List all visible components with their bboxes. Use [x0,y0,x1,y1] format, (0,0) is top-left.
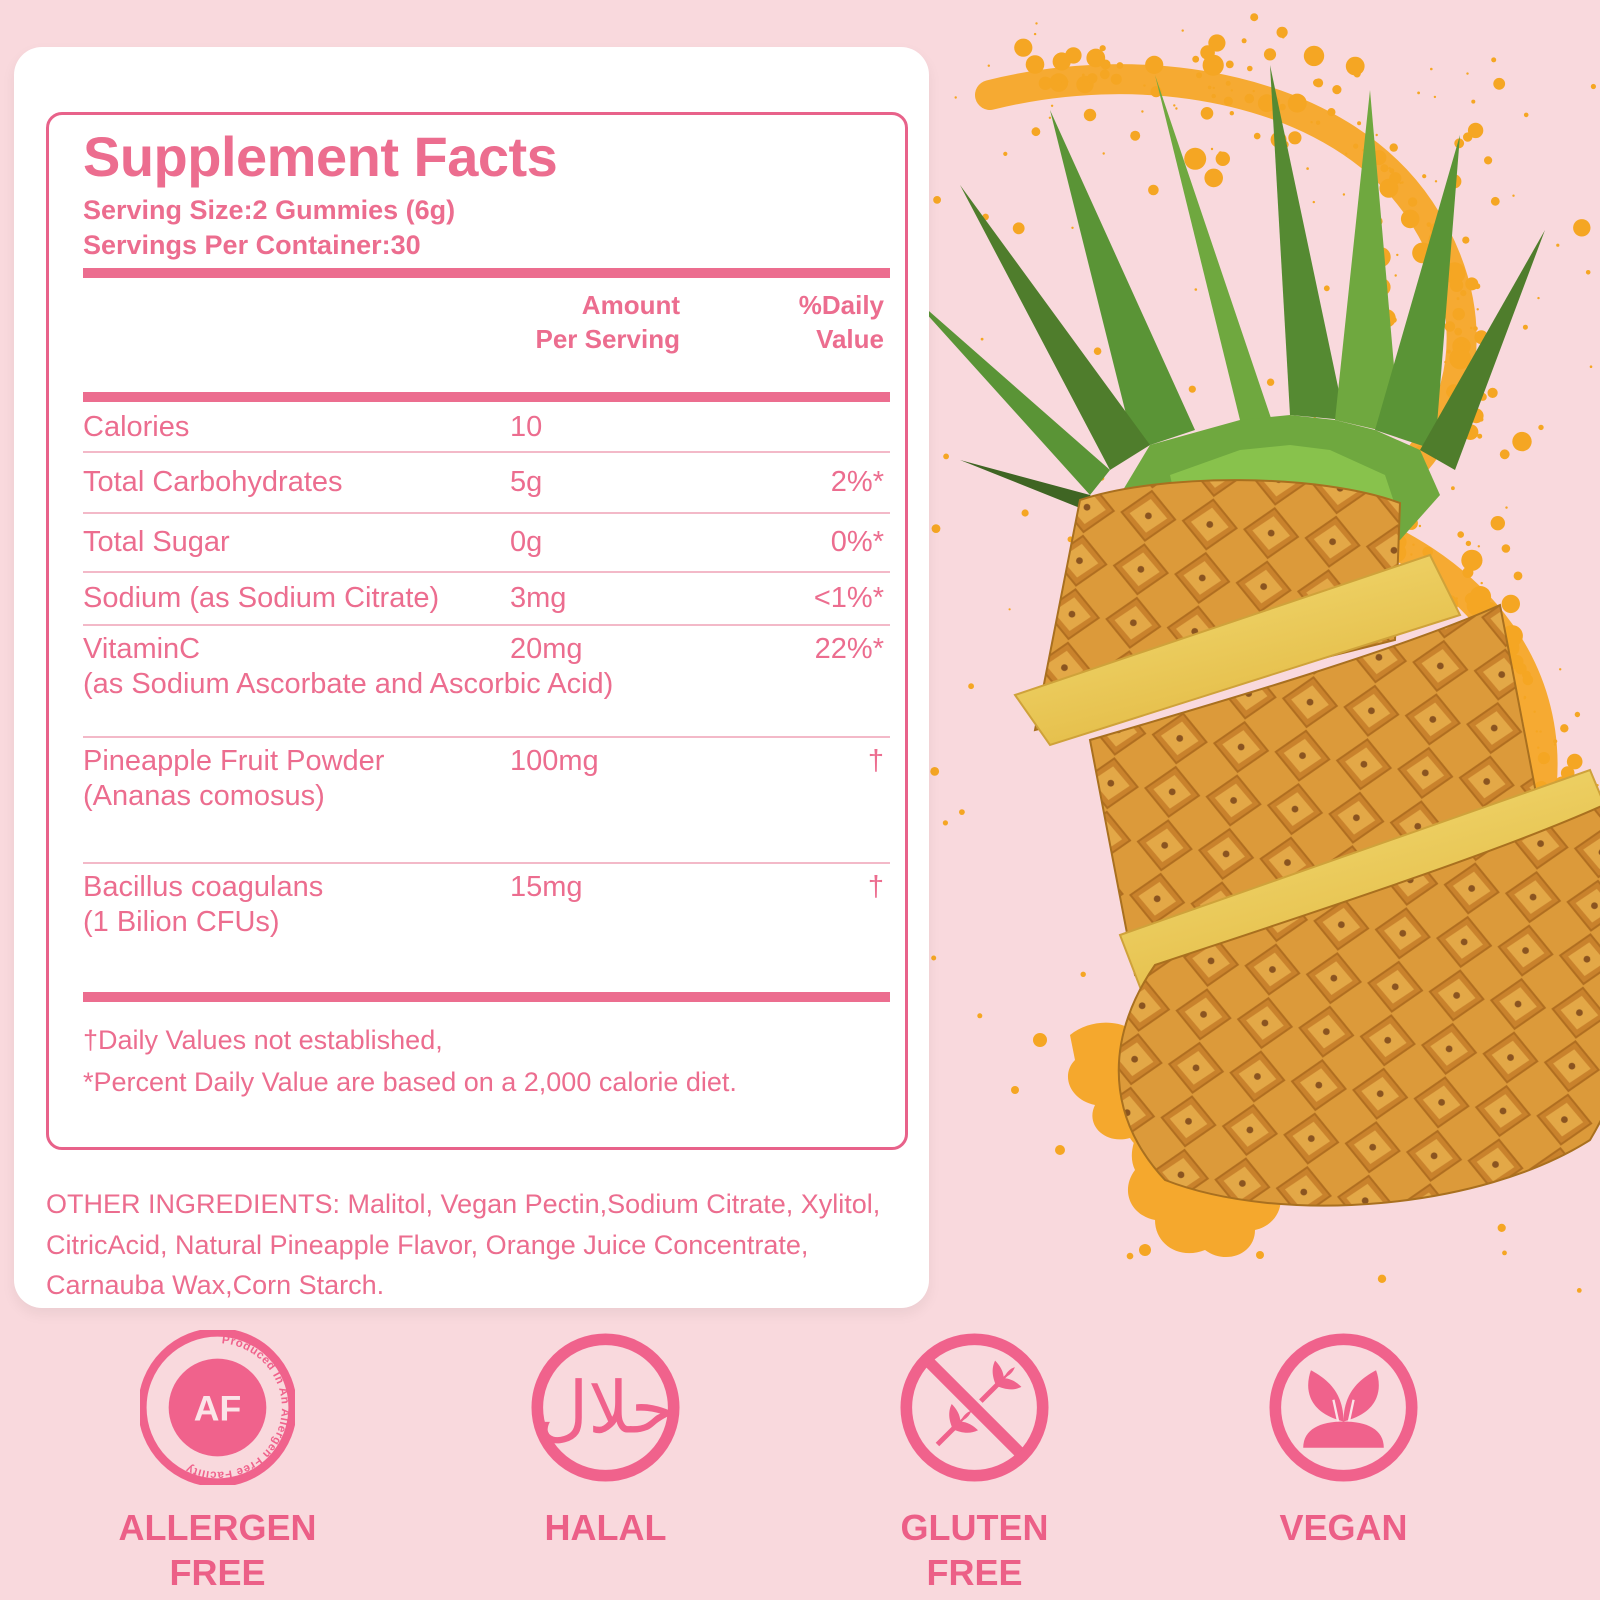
svg-text:حلال: حلال [536,1368,674,1448]
svg-text:AF: AF [194,1389,242,1429]
